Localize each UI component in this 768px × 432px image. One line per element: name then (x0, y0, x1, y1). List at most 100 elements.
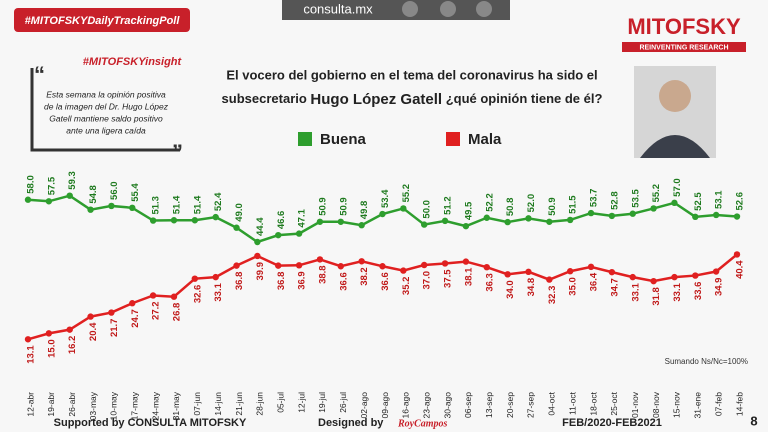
data-point (275, 262, 282, 269)
insight-line: ante una ligera caída (66, 125, 146, 135)
x-tick-label: 02-ago (359, 392, 369, 419)
x-tick-label: 12-abr (25, 392, 35, 417)
facebook-icon[interactable] (440, 1, 456, 17)
value-label: 34.8 (526, 278, 537, 297)
x-tick-label: 14-jun (213, 392, 223, 416)
x-tick-label: 13-sep (484, 392, 494, 418)
title-part: ¿qué opinión tiene de él? (442, 91, 602, 106)
data-point (233, 224, 240, 231)
value-label: 37.0 (422, 271, 433, 290)
data-point (170, 217, 178, 224)
data-point (629, 273, 636, 281)
value-label: 20.4 (88, 322, 99, 341)
value-label: 16.2 (67, 336, 78, 355)
data-point (295, 230, 303, 237)
value-label: 50.9 (547, 197, 558, 216)
value-label: 27.2 (151, 301, 162, 320)
value-label: 35.2 (401, 277, 412, 296)
data-point (566, 268, 574, 275)
value-label: 52.5 (693, 192, 704, 211)
x-tick-label: 01-nov (630, 391, 640, 418)
data-point (650, 205, 657, 212)
hashtag-badge (14, 8, 190, 32)
youtube-icon[interactable] (476, 1, 492, 17)
chart-title-line2: subsecretario Hugo López Gatell ¿qué opi… (222, 91, 603, 108)
legend-swatch (446, 132, 460, 146)
x-tick-label: 05-jul (275, 392, 285, 413)
value-label: 56.0 (109, 181, 120, 200)
x-tick-label: 19-jul (317, 392, 327, 413)
data-point (295, 262, 303, 269)
data-point (66, 326, 73, 333)
value-label: 33.1 (630, 282, 641, 301)
data-point (566, 216, 574, 224)
data-point (149, 292, 157, 299)
insight-line: de la imagen del Dr. Hugo López (44, 101, 169, 111)
x-tick-label: 23-ago (421, 392, 431, 419)
value-label: 32.6 (192, 285, 203, 304)
data-point (149, 217, 157, 224)
twitter-icon[interactable] (402, 1, 418, 17)
data-point (650, 277, 657, 285)
value-label: 36.4 (589, 272, 600, 291)
note: Sumando Ns/Nc=100% (665, 357, 748, 366)
data-point (275, 231, 282, 239)
data-point (608, 212, 616, 220)
x-tick-label: 28-jun (255, 392, 265, 416)
value-label: 37.5 (443, 269, 454, 288)
data-point (24, 336, 32, 343)
value-label: 51.2 (443, 196, 454, 215)
data-point (671, 199, 678, 207)
legend-label: Mala (468, 131, 502, 148)
data-point (379, 263, 386, 270)
tagline: REINVENTING RESEARCH (639, 44, 728, 51)
data-point (712, 268, 720, 275)
site: consulta.mx (303, 1, 373, 16)
x-tick-label: 26-abr (67, 392, 77, 417)
data-point (733, 213, 741, 220)
data-point (629, 210, 636, 217)
quote-open: “ (34, 62, 45, 87)
value-label: 57.5 (46, 176, 57, 195)
value-label: 54.8 (88, 185, 99, 204)
quote-close: ” (172, 140, 183, 165)
data-point (400, 267, 407, 274)
legend-swatch (298, 132, 312, 146)
x-tick-label: 12-jul (296, 392, 306, 413)
data-point (421, 261, 428, 269)
data-point (671, 273, 678, 281)
x-tick-label: 31-may (171, 391, 181, 420)
data-point (379, 210, 386, 218)
x-tick-label: 07-feb (713, 392, 723, 416)
value-label: 36.3 (484, 273, 495, 292)
data-point (441, 260, 449, 267)
x-tick-label: 08-nov (651, 391, 661, 418)
value-label: 55.2 (401, 184, 412, 203)
value-label: 52.4 (213, 192, 224, 211)
value-label: 21.7 (109, 319, 120, 338)
data-point (421, 221, 428, 228)
data-point (254, 252, 261, 260)
value-label: 51.4 (171, 195, 182, 214)
x-tick-label: 19-abr (46, 392, 56, 417)
value-label: 51.5 (568, 195, 579, 214)
chart-title-line1: El vocero del gobierno en el tema del co… (226, 67, 597, 82)
value-label: 36.6 (338, 272, 349, 291)
value-label: 50.8 (505, 198, 516, 217)
value-label: 33.6 (693, 282, 704, 301)
title-part: subsecretario (222, 91, 311, 106)
value-label: 51.3 (151, 196, 162, 215)
value-label: 34.0 (505, 280, 516, 299)
value-label: 24.7 (130, 309, 141, 328)
data-point (483, 214, 490, 221)
data-point (108, 309, 115, 316)
value-label: 58.0 (26, 175, 37, 194)
value-label: 13.1 (26, 345, 37, 364)
portrait-suit (640, 135, 710, 158)
value-label: 40.4 (735, 260, 746, 279)
value-label: 36.6 (380, 272, 391, 291)
value-label: 53.4 (380, 189, 391, 208)
data-point (441, 217, 449, 225)
hashtag: #MITOFSKYDailyTrackingPoll (25, 15, 181, 27)
value-label: 32.3 (547, 286, 558, 305)
